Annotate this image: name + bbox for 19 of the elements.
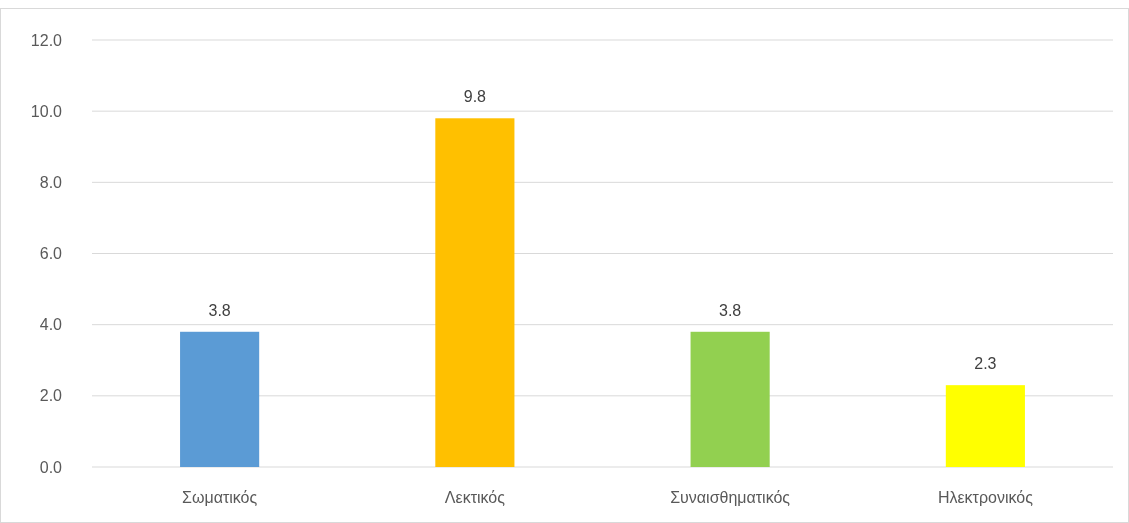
data-label: 9.8 [463,88,487,106]
y-tick-label: 0.0 [39,458,63,476]
x-tick-label: Λεκτικός [444,489,506,506]
y-tick-label: 8.0 [39,173,63,191]
y-tick-label: 4.0 [39,316,63,334]
x-tick-label: Συναισθηματικός [670,489,791,506]
bar [180,331,260,467]
y-tick-label: 6.0 [39,245,63,263]
y-tick-label: 2.0 [39,387,63,405]
data-label: 3.8 [208,301,231,319]
x-tick-label: Ηλεκτρονικός [937,489,1034,506]
data-label: 3.8 [719,301,742,319]
bar [690,331,770,467]
data-label: 2.3 [974,355,997,373]
bar [435,118,515,467]
y-tick-label: 10.0 [30,102,63,120]
y-tick-label: 12.0 [30,31,63,49]
bar [945,385,1025,467]
x-tick-label: Σωματικός [182,489,258,506]
